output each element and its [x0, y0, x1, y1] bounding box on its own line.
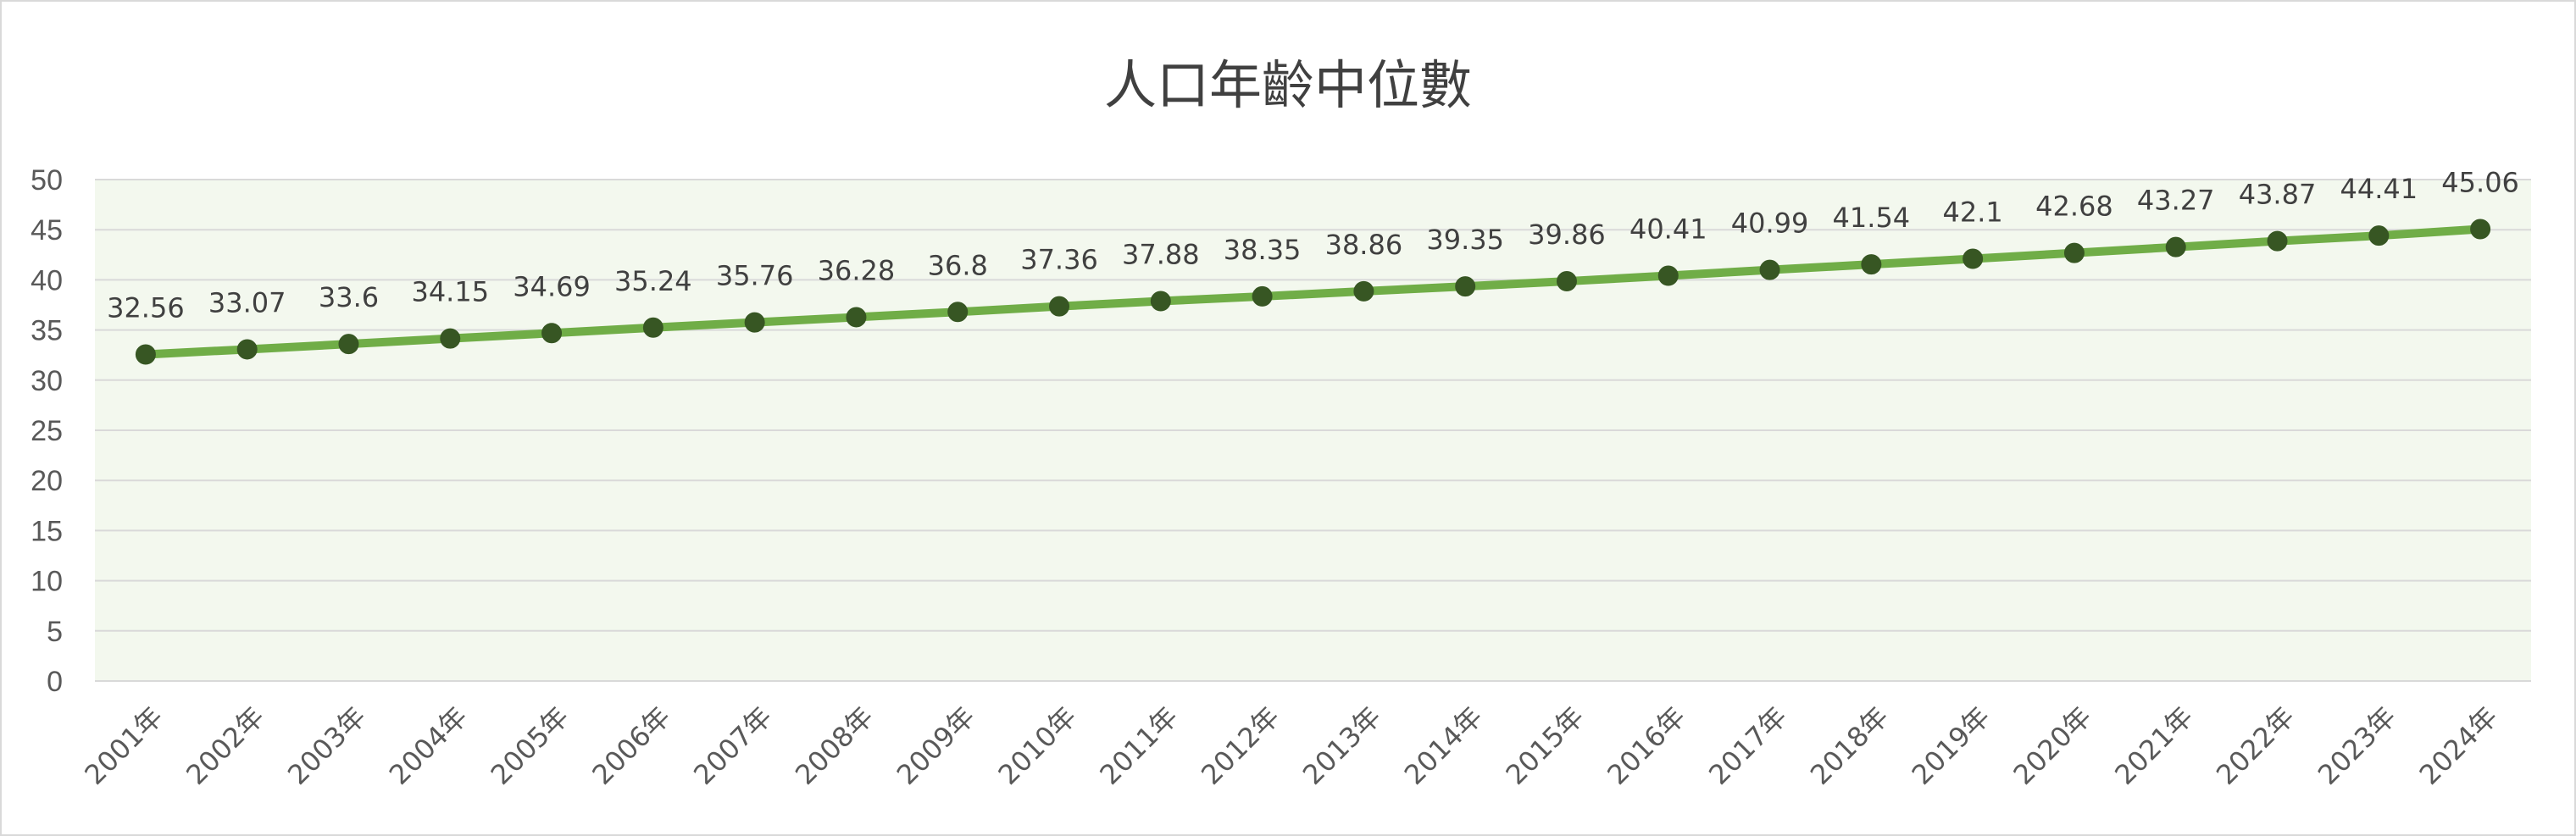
data-point — [1657, 265, 1679, 286]
data-label: 43.27 — [2137, 185, 2215, 217]
x-tick-label: 2016年 — [1601, 700, 1691, 791]
data-label: 38.35 — [1224, 234, 1302, 266]
data-point — [541, 323, 563, 344]
data-point — [338, 334, 359, 355]
x-tick-label: 2008年 — [789, 700, 880, 791]
data-label: 34.15 — [411, 276, 489, 308]
x-tick-label: 2009年 — [891, 700, 981, 791]
data-point — [2063, 242, 2085, 263]
y-tick-label: 10 — [31, 566, 63, 598]
data-point — [1049, 296, 1070, 317]
data-point — [1861, 254, 1882, 275]
data-label: 37.36 — [1020, 244, 1098, 276]
y-tick-label: 40 — [31, 264, 63, 296]
data-label: 43.87 — [2239, 179, 2317, 211]
data-label: 41.54 — [1833, 202, 1911, 234]
gridlines — [95, 179, 2531, 682]
data-point — [744, 312, 765, 333]
y-tick-label: 45 — [31, 214, 63, 246]
data-label: 40.99 — [1731, 208, 1809, 240]
data-label: 36.28 — [818, 254, 896, 286]
data-point — [1455, 276, 1476, 297]
data-point — [236, 339, 258, 360]
data-label: 42.1 — [1943, 197, 2003, 229]
data-point — [440, 328, 461, 349]
y-tick-label: 25 — [31, 415, 63, 447]
x-tick-label: 2001年 — [78, 700, 169, 791]
x-tick-label: 2019年 — [1906, 700, 1996, 791]
data-label: 35.76 — [716, 260, 794, 292]
x-tick-label: 2006年 — [586, 700, 676, 791]
x-axis: 2001年 2002年 2003年 2004年 2005年 2006年 2007年 2008年… — [78, 700, 2503, 791]
x-tick-label: 2023年 — [2312, 700, 2402, 791]
data-label: 35.24 — [614, 265, 692, 297]
data-label: 37.88 — [1122, 239, 1200, 271]
x-tick-label: 2018年 — [1804, 700, 1895, 791]
data-points — [135, 219, 2491, 365]
x-tick-label: 2017年 — [1702, 700, 1793, 791]
data-label: 32.56 — [107, 291, 185, 324]
x-tick-label: 2004年 — [383, 700, 474, 791]
y-tick-label: 50 — [31, 164, 63, 197]
data-label: 38.86 — [1325, 229, 1403, 261]
y-tick-label: 20 — [31, 465, 63, 497]
data-label: 40.41 — [1629, 213, 1707, 246]
data-label: 33.07 — [208, 286, 286, 318]
data-point — [2470, 219, 2491, 240]
data-label: 33.6 — [319, 281, 379, 313]
x-tick-label: 2005年 — [485, 700, 575, 791]
data-label: 42.68 — [2035, 191, 2113, 223]
x-tick-label: 2020年 — [2007, 700, 2098, 791]
x-tick-label: 2014年 — [1398, 700, 1489, 791]
chart-title: 人口年齡中位數 — [1104, 54, 1472, 116]
data-point — [1759, 259, 1780, 280]
x-tick-label: 2013年 — [1296, 700, 1387, 791]
x-tick-label: 2022年 — [2210, 700, 2301, 791]
data-point — [1556, 271, 1577, 292]
x-tick-label: 2012年 — [1195, 700, 1285, 791]
y-tick-label: 5 — [47, 616, 63, 648]
y-tick-label: 15 — [31, 515, 63, 547]
data-point — [2368, 225, 2390, 246]
data-point — [947, 302, 969, 323]
y-tick-label: 30 — [31, 365, 63, 397]
data-point — [1353, 280, 1374, 302]
x-tick-label: 2015年 — [1500, 700, 1591, 791]
x-tick-label: 2010年 — [992, 700, 1083, 791]
data-label: 45.06 — [2441, 166, 2519, 198]
data-label: 44.41 — [2340, 173, 2418, 205]
x-tick-label: 2002年 — [180, 700, 270, 791]
data-label: 39.35 — [1426, 224, 1504, 256]
x-tick-label: 2007年 — [687, 700, 778, 791]
data-point — [846, 307, 867, 328]
data-point — [135, 344, 156, 365]
data-point — [2267, 230, 2288, 252]
x-tick-label: 2003年 — [281, 700, 372, 791]
series-line — [141, 224, 2485, 359]
y-tick-label: 35 — [31, 315, 63, 347]
data-label: 34.69 — [513, 270, 591, 302]
data-point — [1150, 291, 1171, 312]
x-tick-label: 2011年 — [1093, 700, 1184, 791]
data-point — [1963, 248, 1984, 269]
data-point — [2165, 236, 2186, 257]
data-label: 36.8 — [928, 249, 988, 281]
y-axis: 0 5 10 15 20 25 30 35 40 45 50 — [31, 164, 63, 698]
y-tick-label: 0 — [47, 666, 63, 698]
x-tick-label: 2021年 — [2108, 700, 2199, 791]
data-point — [642, 317, 663, 338]
data-point — [1252, 285, 1273, 307]
data-label: 39.86 — [1528, 219, 1606, 251]
data-labels: 32.56 33.07 33.6 34.15 34.69 35.24 35.76 36.28 3… — [107, 166, 2519, 324]
x-tick-label: 2024年 — [2413, 700, 2504, 791]
